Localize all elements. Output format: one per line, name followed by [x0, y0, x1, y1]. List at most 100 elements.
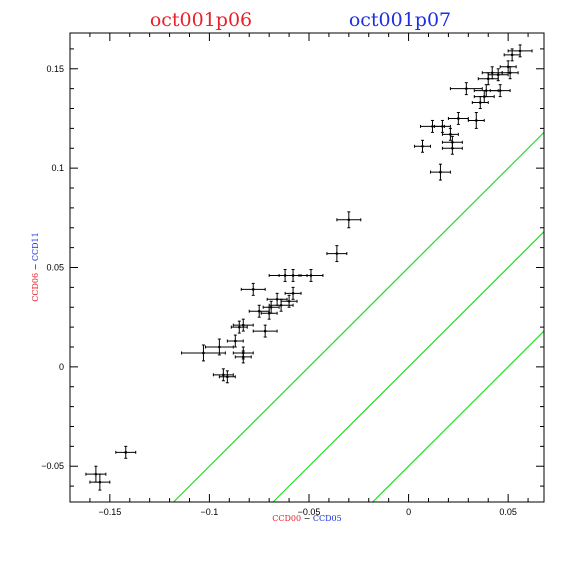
point-marker: [124, 451, 128, 454]
point-marker: [226, 375, 229, 379]
y-tick-label: 0.15: [46, 64, 64, 74]
point-marker: [518, 49, 522, 53]
x-axis-label-right: CCD05: [313, 514, 342, 523]
point-marker: [465, 87, 468, 90]
data-point: [280, 294, 298, 308]
point-marker: [241, 323, 245, 327]
point-marker: [94, 472, 98, 476]
point-marker: [237, 325, 241, 329]
point-marker: [431, 125, 434, 128]
point-marker: [474, 119, 478, 122]
x-tick-label: 0: [406, 507, 411, 517]
data-point: [232, 318, 254, 332]
x-axis-label-left: CCD00: [272, 514, 301, 523]
reference-line-3: [372, 330, 545, 503]
data-point: [447, 111, 469, 125]
point-marker: [263, 329, 267, 333]
point-marker: [508, 71, 512, 75]
data-point: [266, 292, 288, 306]
point-marker: [309, 274, 313, 277]
point-marker: [267, 311, 271, 315]
data-point: [499, 60, 517, 74]
point-marker: [234, 339, 237, 343]
point-marker: [347, 218, 351, 222]
point-marker: [98, 480, 102, 484]
data-point: [226, 334, 244, 348]
data-point: [414, 139, 431, 153]
right-title: oct001p07: [349, 9, 451, 31]
reference-lines: [173, 131, 545, 503]
reference-line-2: [272, 231, 545, 503]
point-marker: [421, 144, 424, 148]
point-marker: [279, 303, 283, 307]
point-marker: [510, 53, 514, 57]
data-point: [336, 211, 362, 229]
axis-ticks: −0.15 −0.1 −0.05 0 0.05 −0.05 0 0.05 0.1 0.15: [41, 33, 544, 517]
point-marker: [218, 345, 221, 349]
data-point: [467, 111, 485, 129]
point-marker: [257, 309, 261, 313]
data-point: [473, 90, 495, 104]
point-marker: [451, 141, 454, 144]
point-marker: [291, 274, 295, 277]
data-point: [441, 135, 463, 149]
data-point: [260, 306, 278, 320]
data-point: [234, 350, 252, 364]
data-point: [252, 324, 278, 338]
point-marker: [241, 355, 245, 359]
point-marker: [269, 305, 273, 309]
point-marker: [490, 71, 494, 75]
y-axis-label-left: CCD06: [31, 273, 40, 302]
data-point: [89, 473, 111, 491]
point-marker: [449, 133, 452, 136]
x-tick-label: −0.15: [98, 507, 121, 517]
point-marker: [486, 77, 490, 81]
data-point: [501, 66, 519, 80]
left-title: oct001p06: [150, 9, 252, 31]
data-point: [204, 338, 234, 356]
point-marker: [506, 65, 510, 69]
data-point: [298, 268, 324, 282]
x-tick-label: 0.05: [499, 507, 517, 517]
y-axis-label: CCD06 − CCD11: [31, 232, 40, 301]
data-point: [449, 82, 483, 96]
point-marker: [251, 288, 255, 291]
data-point: [181, 344, 226, 362]
point-marker: [335, 252, 339, 255]
data-point: [85, 465, 107, 483]
point-marker: [441, 125, 444, 128]
point-marker: [291, 292, 295, 295]
point-marker: [275, 297, 279, 301]
y-tick-label: 0: [59, 362, 64, 372]
data-point: [487, 68, 509, 82]
data-point: [471, 96, 489, 110]
point-marker: [498, 89, 502, 92]
x-tick-label: −0.05: [298, 507, 321, 517]
data-point: [433, 119, 451, 133]
data-point: [441, 127, 459, 141]
y-axis-label-sep: −: [31, 261, 40, 273]
data-point: [489, 84, 511, 98]
data-point: [212, 368, 234, 382]
reference-line-1: [173, 131, 545, 503]
y-tick-label: 0.05: [46, 263, 64, 273]
point-marker: [222, 373, 225, 377]
point-marker: [478, 101, 482, 104]
data-points: [85, 44, 533, 491]
data-point: [429, 163, 451, 181]
y-axis-label-right: CCD11: [31, 232, 40, 261]
point-marker: [287, 299, 291, 303]
data-point: [240, 282, 266, 296]
data-point: [230, 320, 248, 334]
x-axis-label-sep: −: [301, 514, 313, 523]
y-tick-label: −0.05: [41, 461, 64, 471]
plot-frame: [69, 32, 545, 503]
point-marker: [496, 73, 500, 77]
data-point: [420, 119, 445, 133]
point-marker: [439, 170, 442, 174]
data-point: [262, 300, 280, 314]
x-axis-label: CCD00 − CCD05: [272, 514, 341, 523]
point-marker: [202, 351, 205, 355]
y-tick-label: 0.1: [51, 163, 64, 173]
